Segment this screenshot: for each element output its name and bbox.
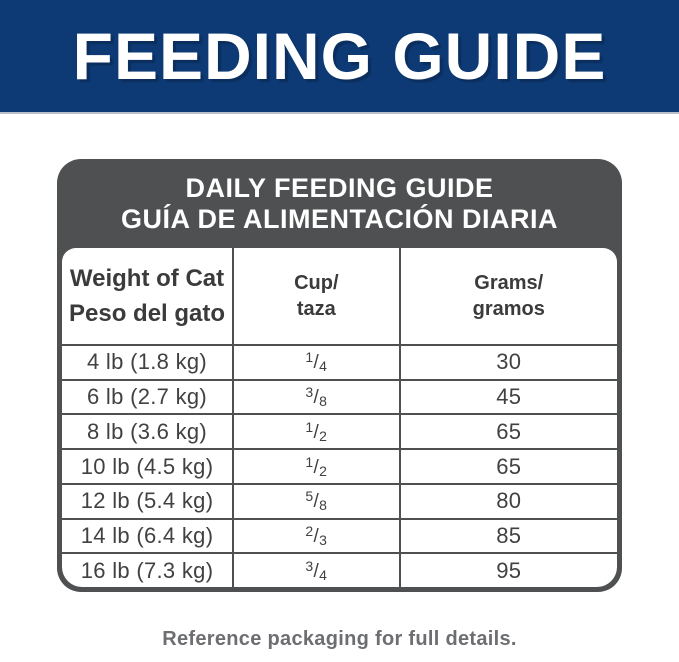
fraction-numerator: 2: [305, 522, 314, 539]
fraction-slash: /: [313, 421, 320, 443]
column-header-grams: Grams/ gramos: [401, 248, 617, 344]
table-row: 4 lb (1.8 kg) 1/4 30: [62, 346, 617, 381]
fraction-denominator: 8: [319, 497, 328, 514]
cup-fraction: 1/2: [305, 420, 327, 444]
weight-cell: 10 lb (4.5 kg): [62, 450, 235, 483]
weight-cell: 6 lb (2.7 kg): [62, 380, 235, 414]
column-header-weight-es: Peso del gato: [69, 300, 226, 327]
feeding-table: Weight of Cat Peso del gato Cup/ taza Gr…: [62, 248, 617, 587]
fraction-slash: /: [313, 456, 320, 478]
footer-note: Reference packaging for full details.: [162, 628, 517, 650]
cup-fraction: 1/2: [305, 455, 327, 479]
fraction-slash: /: [313, 352, 320, 374]
cup-cell: 1/2: [234, 450, 401, 483]
card-title-english: DAILY FEEDING GUIDE: [185, 172, 494, 203]
fraction-denominator: 4: [319, 358, 328, 375]
grams-cell: 85: [496, 522, 522, 548]
table-row: 8 lb (3.6 kg) 1/2 65: [62, 415, 617, 451]
table-row: 12 lb (5.4 kg) 5/8 80: [62, 484, 617, 520]
column-header-grams-en: Grams/: [474, 272, 544, 294]
table-rows: 4 lb (1.8 kg) 1/4 30 6 lb (2.7 kg) 3/8 4…: [62, 346, 617, 587]
weight-cell: 16 lb (7.3 kg): [62, 554, 235, 587]
cup-cell: 1/4: [234, 346, 401, 379]
grams-cell: 45: [496, 384, 522, 410]
column-header-cup-en: Cup/: [294, 272, 339, 294]
fraction-denominator: 3: [319, 531, 328, 548]
weight-cell: 14 lb (6.4 kg): [62, 519, 235, 553]
table-row: 16 lb (7.3 kg) 3/4 95: [62, 554, 617, 587]
cup-fraction: 3/8: [305, 385, 327, 409]
fraction-denominator: 4: [319, 566, 328, 583]
fraction-numerator: 1: [305, 453, 314, 470]
fraction-numerator: 3: [305, 557, 314, 574]
cup-cell: 1/2: [234, 415, 401, 449]
weight-cell: 12 lb (5.4 kg): [62, 484, 235, 518]
feeding-guide-banner: FEEDING GUIDE: [0, 0, 679, 114]
table-row: 6 lb (2.7 kg) 3/8 45: [62, 380, 617, 416]
fraction-slash: /: [313, 387, 320, 409]
cup-cell: 2/3: [234, 519, 401, 553]
fraction-numerator: 5: [305, 488, 314, 505]
column-header-weight-en: Weight of Cat: [69, 265, 225, 292]
card-header: DAILY FEEDING GUIDE GUÍA DE ALIMENTACIÓN…: [62, 159, 617, 248]
cup-fraction: 1/4: [305, 350, 327, 374]
cup-fraction: 5/8: [305, 489, 327, 513]
daily-feeding-guide-card: DAILY FEEDING GUIDE GUÍA DE ALIMENTACIÓN…: [57, 159, 622, 592]
fraction-numerator: 1: [305, 349, 314, 366]
cup-cell: 5/8: [234, 484, 401, 518]
fraction-slash: /: [313, 525, 320, 547]
cup-fraction: 2/3: [305, 524, 327, 548]
cup-cell: 3/8: [234, 380, 401, 414]
column-header-grams-es: gramos: [472, 298, 545, 320]
table-row: 14 lb (6.4 kg) 2/3 85: [62, 519, 617, 555]
grams-cell: 95: [496, 557, 522, 583]
fraction-denominator: 2: [319, 427, 328, 444]
fraction-numerator: 3: [305, 384, 314, 401]
table-column-headers: Weight of Cat Peso del gato Cup/ taza Gr…: [62, 248, 617, 346]
column-header-cup: Cup/ taza: [234, 248, 401, 344]
cup-fraction: 3/4: [305, 559, 327, 583]
column-header-cup-es: taza: [296, 298, 336, 320]
grams-cell: 65: [496, 418, 522, 444]
fraction-denominator: 2: [319, 462, 328, 479]
fraction-denominator: 8: [319, 393, 328, 410]
card-title-spanish: GUÍA DE ALIMENTACIÓN DIARIA: [121, 203, 558, 234]
fraction-numerator: 1: [305, 418, 314, 435]
weight-cell: 8 lb (3.6 kg): [62, 415, 235, 449]
grams-cell: 80: [496, 488, 522, 514]
weight-cell: 4 lb (1.8 kg): [62, 346, 235, 379]
table-row: 10 lb (4.5 kg) 1/2 65: [62, 450, 617, 485]
banner-title: FEEDING GUIDE: [72, 19, 607, 93]
column-header-weight: Weight of Cat Peso del gato: [62, 248, 235, 344]
fraction-slash: /: [313, 560, 320, 582]
cup-cell: 3/4: [234, 554, 401, 587]
fraction-slash: /: [313, 491, 320, 513]
grams-cell: 30: [496, 349, 522, 375]
grams-cell: 65: [496, 453, 522, 479]
